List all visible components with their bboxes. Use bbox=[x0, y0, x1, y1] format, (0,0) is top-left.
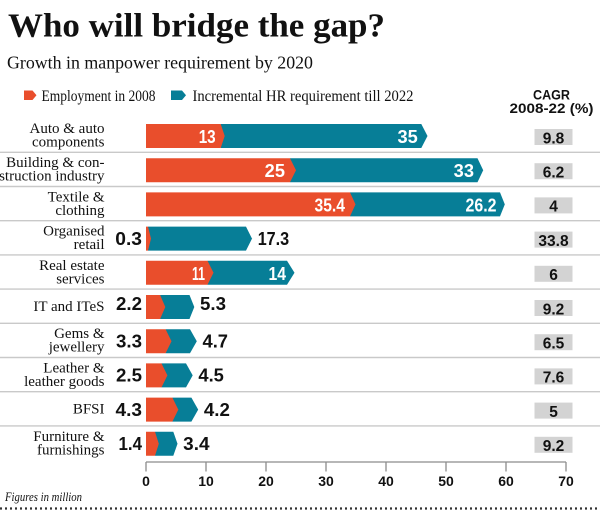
svg-text:0.3: 0.3 bbox=[115, 229, 142, 249]
svg-text:5: 5 bbox=[549, 404, 558, 421]
svg-text:6: 6 bbox=[549, 267, 558, 284]
svg-text:50: 50 bbox=[438, 473, 454, 489]
svg-text:9.8: 9.8 bbox=[543, 130, 565, 147]
svg-text:Building & con-: Building & con- bbox=[6, 155, 104, 171]
svg-text:3.3: 3.3 bbox=[116, 332, 142, 352]
svg-text:40: 40 bbox=[378, 473, 394, 489]
svg-text:25: 25 bbox=[265, 161, 285, 181]
svg-text:33.8: 33.8 bbox=[538, 233, 569, 250]
svg-text:Gems &: Gems & bbox=[54, 326, 105, 342]
svg-text:leather goods: leather goods bbox=[24, 374, 105, 390]
svg-text:10: 10 bbox=[198, 473, 214, 489]
svg-text:5.3: 5.3 bbox=[200, 294, 226, 314]
svg-text:3.4: 3.4 bbox=[183, 434, 209, 454]
svg-text:35: 35 bbox=[398, 127, 418, 147]
svg-text:services: services bbox=[56, 271, 104, 287]
svg-text:CAGR: CAGR bbox=[533, 88, 570, 103]
svg-text:17.3: 17.3 bbox=[258, 229, 290, 249]
svg-text:Figures in million: Figures in million bbox=[4, 490, 82, 504]
svg-text:14: 14 bbox=[269, 264, 287, 284]
svg-text:4: 4 bbox=[549, 199, 558, 216]
svg-text:Real estate: Real estate bbox=[39, 258, 105, 274]
svg-text:20: 20 bbox=[258, 473, 274, 489]
svg-text:2.5: 2.5 bbox=[116, 366, 142, 386]
svg-text:retail: retail bbox=[74, 237, 105, 253]
svg-text:Auto & auto: Auto & auto bbox=[30, 121, 105, 137]
svg-text:Organised: Organised bbox=[43, 224, 105, 240]
svg-text:2.2: 2.2 bbox=[116, 294, 142, 314]
svg-text:Incremental HR requirement til: Incremental HR requirement till 2022 bbox=[193, 88, 414, 105]
svg-text:9.2: 9.2 bbox=[543, 438, 565, 455]
svg-text:6.5: 6.5 bbox=[543, 336, 565, 353]
svg-text:Furniture &: Furniture & bbox=[33, 429, 105, 445]
svg-text:struction industry: struction industry bbox=[0, 169, 105, 185]
svg-text:2008-22 (%): 2008-22 (%) bbox=[510, 101, 594, 116]
svg-text:60: 60 bbox=[498, 473, 514, 489]
svg-text:IT and ITeS: IT and ITeS bbox=[33, 299, 104, 315]
svg-text:BFSI: BFSI bbox=[73, 402, 105, 418]
svg-text:35.4: 35.4 bbox=[315, 195, 346, 215]
svg-text:Employment in 2008: Employment in 2008 bbox=[42, 88, 156, 105]
svg-text:clothing: clothing bbox=[55, 203, 105, 219]
svg-text:9.2: 9.2 bbox=[543, 301, 565, 318]
svg-text:furnishings: furnishings bbox=[37, 442, 105, 458]
svg-text:jewellery: jewellery bbox=[48, 340, 105, 356]
svg-text:33: 33 bbox=[454, 161, 474, 181]
svg-text:7.6: 7.6 bbox=[543, 370, 565, 387]
svg-text:26.2: 26.2 bbox=[466, 195, 497, 215]
svg-text:4.5: 4.5 bbox=[198, 366, 224, 386]
svg-text:Growth in manpower requirement: Growth in manpower requirement by 2020 bbox=[7, 53, 313, 73]
svg-text:0: 0 bbox=[142, 473, 150, 489]
svg-text:13: 13 bbox=[199, 127, 216, 147]
svg-text:4.3: 4.3 bbox=[116, 400, 143, 420]
svg-text:11: 11 bbox=[192, 264, 205, 284]
svg-text:Textile &: Textile & bbox=[48, 189, 105, 205]
svg-text:4.7: 4.7 bbox=[203, 332, 229, 352]
svg-text:Leather &: Leather & bbox=[43, 360, 105, 376]
svg-text:6.2: 6.2 bbox=[543, 165, 565, 182]
svg-text:components: components bbox=[32, 135, 105, 151]
svg-text:1.4: 1.4 bbox=[119, 434, 143, 454]
svg-text:4.2: 4.2 bbox=[204, 400, 230, 420]
svg-text:70: 70 bbox=[558, 473, 574, 489]
svg-text:30: 30 bbox=[318, 473, 334, 489]
svg-text:Who will bridge the gap?: Who will bridge the gap? bbox=[8, 8, 385, 45]
